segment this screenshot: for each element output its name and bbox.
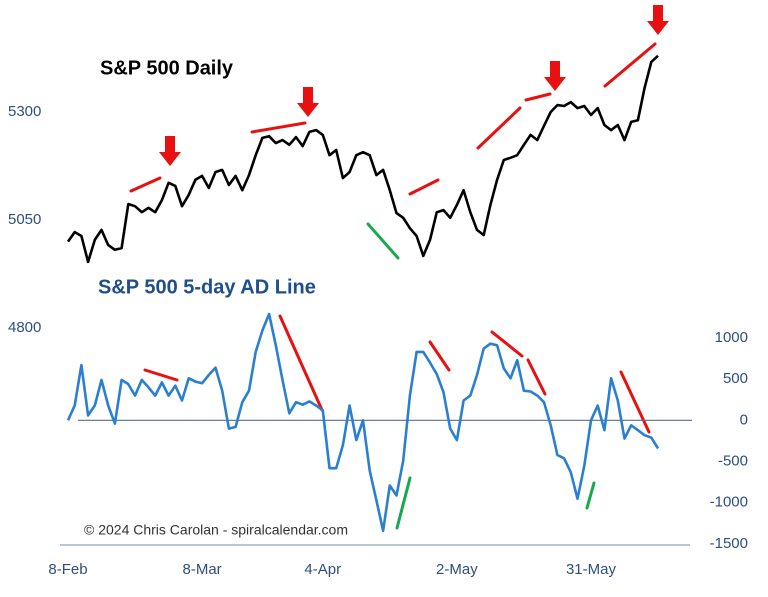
y-tick-label: 5050 xyxy=(8,211,41,228)
annotations xyxy=(129,42,657,530)
y-tick-label: 5300 xyxy=(8,103,41,120)
x-tick-label: 4-Apr xyxy=(304,561,341,578)
y2-tick-label: -1500 xyxy=(710,535,748,552)
y2-tick-label: 1000 xyxy=(715,329,748,346)
chart-subtitle: S&P 500 5-day AD Line xyxy=(98,276,316,298)
x-tick-label: 8-Feb xyxy=(48,561,87,578)
x-tick-label: 2-May xyxy=(436,561,478,578)
chart-title: S&P 500 Daily xyxy=(100,57,234,79)
x-tick-label: 8-Mar xyxy=(183,561,222,578)
copyright: © 2024 Chris Carolan - spiralcalendar.co… xyxy=(84,522,348,538)
y2-tick-label: -1000 xyxy=(710,494,748,511)
y-tick-label: 4800 xyxy=(8,319,41,336)
y2-tick-label: 0 xyxy=(740,411,748,428)
series-line xyxy=(66,312,660,533)
arrows xyxy=(159,5,669,166)
y2-tick-label: 500 xyxy=(723,370,748,387)
series-line xyxy=(66,54,659,264)
x-tick-label: 31-May xyxy=(566,561,617,578)
y2-tick-label: -500 xyxy=(718,453,748,470)
